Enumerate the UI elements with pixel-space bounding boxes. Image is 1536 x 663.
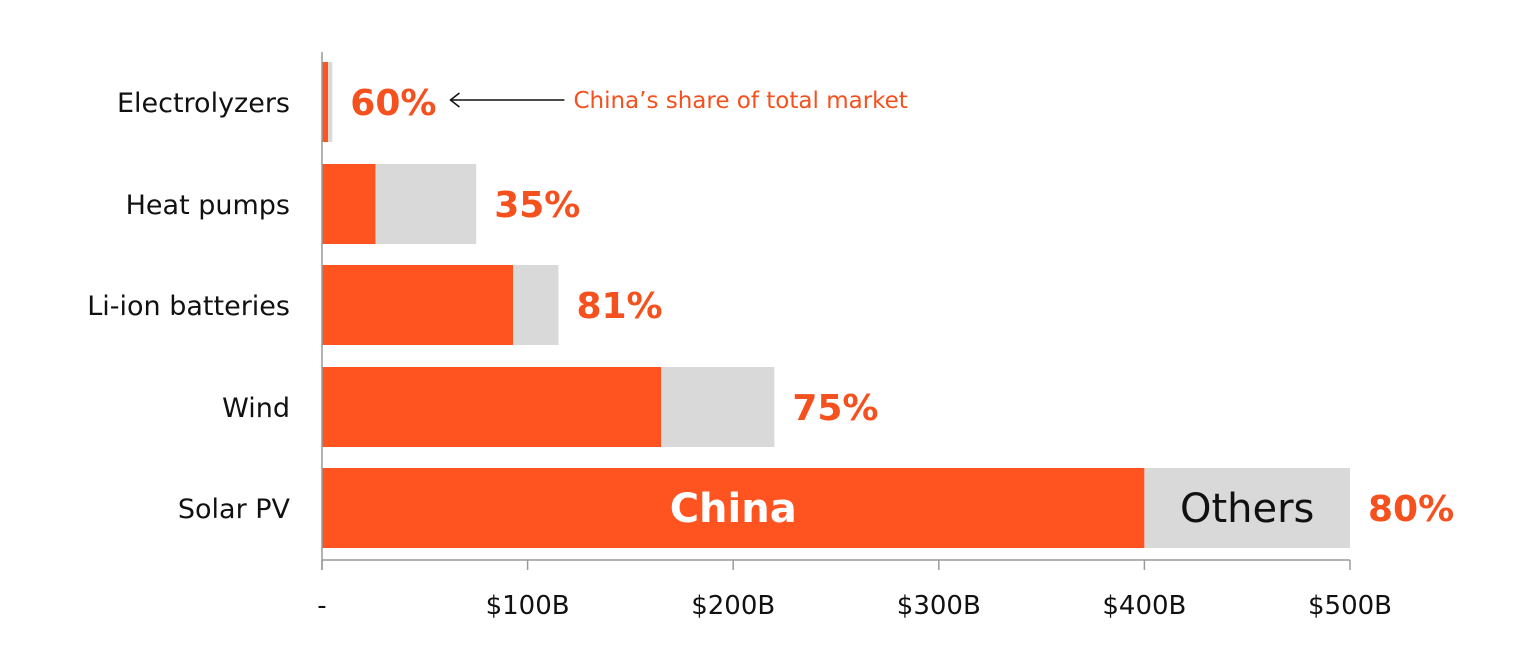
x-tick-label: $500B <box>1308 591 1392 621</box>
x-tick-label: - <box>317 591 326 621</box>
category-label: Electrolyzers <box>117 88 290 119</box>
labels-layer: Electrolyzers Heat pumps Li-ion batteries W… <box>87 83 1454 532</box>
bar-solar-pv-others <box>1144 468 1350 548</box>
bar-solar-pv-china <box>322 468 1145 548</box>
bars-layer <box>322 62 1350 548</box>
x-tick-label: $400B <box>1102 591 1186 621</box>
x-tick-label: $300B <box>897 591 981 621</box>
series-label-others: Others <box>1180 486 1314 532</box>
category-label: Heat pumps <box>126 190 290 221</box>
category-label: Solar PV <box>178 494 291 525</box>
bar-li-ion-batteries-others <box>513 265 559 345</box>
share-label: 80% <box>1368 489 1454 530</box>
bar-heat-pumps-others <box>375 164 477 244</box>
bar-heat-pumps-china <box>322 164 376 244</box>
bar-electrolyzers-china <box>322 62 329 142</box>
series-label-china: China <box>670 486 797 532</box>
share-label: 60% <box>350 83 436 124</box>
x-tick-label: $200B <box>691 591 775 621</box>
x-tick-label: $100B <box>486 591 570 621</box>
share-label: 81% <box>576 286 662 327</box>
bar-electrolyzers-others <box>328 62 333 142</box>
share-label: 35% <box>494 185 580 226</box>
bar-li-ion-batteries-china <box>322 265 514 345</box>
share-label: 75% <box>792 388 878 429</box>
category-label: Wind <box>222 393 290 424</box>
annotation-arrowhead <box>449 92 460 108</box>
bar-wind-china <box>322 367 662 447</box>
x-axis: - $100B $200B $300B $400B $500B <box>317 52 1392 621</box>
bar-wind-others <box>661 367 775 447</box>
category-label: Li-ion batteries <box>87 291 290 322</box>
annotation-text: China’s share of total market <box>573 88 907 114</box>
